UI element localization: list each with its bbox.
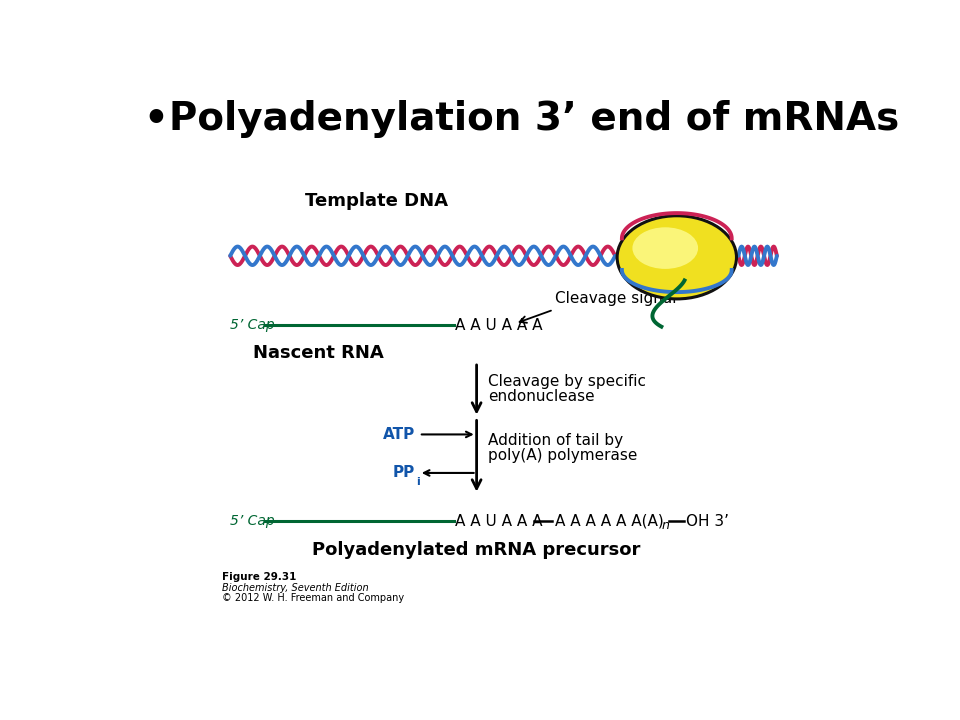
- Text: Biochemistry, Seventh Edition: Biochemistry, Seventh Edition: [223, 583, 370, 593]
- Text: ATP: ATP: [383, 427, 415, 442]
- Text: Cleavage signal: Cleavage signal: [555, 291, 677, 306]
- Ellipse shape: [633, 228, 698, 269]
- Text: A A U A A A: A A U A A A: [455, 514, 542, 529]
- Text: i: i: [416, 477, 420, 487]
- Text: •Polyadenylation 3’ end of mRNAs: •Polyadenylation 3’ end of mRNAs: [144, 100, 900, 138]
- Text: poly(A) polymerase: poly(A) polymerase: [488, 449, 637, 463]
- Text: Cleavage by specific: Cleavage by specific: [488, 374, 646, 389]
- Text: 5’ Cap: 5’ Cap: [230, 318, 275, 332]
- Text: PP: PP: [393, 465, 415, 480]
- Text: Polyadenylated mRNA precursor: Polyadenylated mRNA precursor: [312, 541, 640, 559]
- Text: © 2012 W. H. Freeman and Company: © 2012 W. H. Freeman and Company: [223, 593, 404, 603]
- Text: Figure 29.31: Figure 29.31: [223, 572, 297, 582]
- Text: Nascent RNA: Nascent RNA: [253, 344, 384, 362]
- Text: OH 3’: OH 3’: [686, 514, 729, 529]
- Text: Template DNA: Template DNA: [305, 192, 448, 210]
- Text: n: n: [661, 519, 669, 532]
- Ellipse shape: [617, 216, 736, 299]
- Text: A A U A A A: A A U A A A: [455, 318, 542, 333]
- Text: endonuclease: endonuclease: [488, 389, 595, 404]
- Text: 5’ Cap: 5’ Cap: [230, 515, 275, 528]
- Text: Addition of tail by: Addition of tail by: [488, 433, 623, 448]
- Text: A A A A A A(A): A A A A A A(A): [555, 514, 664, 529]
